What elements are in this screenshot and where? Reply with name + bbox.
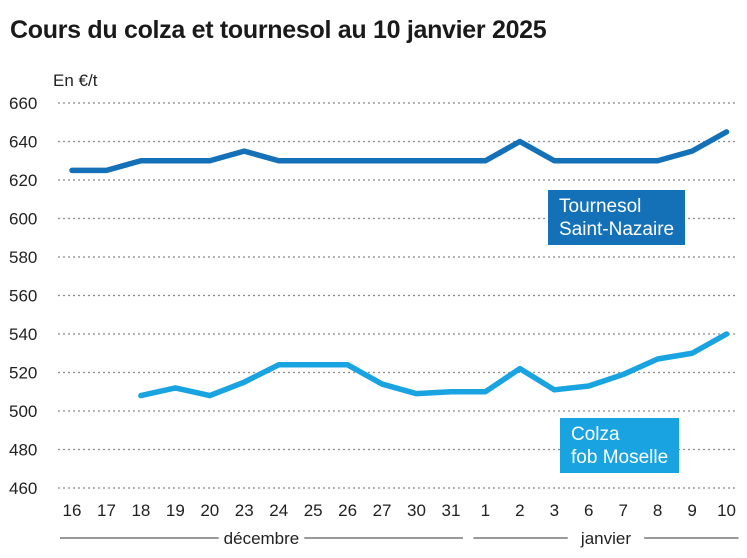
x-tick-label: 2 [515, 501, 524, 520]
month-group-label: janvier [580, 529, 631, 548]
series-line-1 [138, 331, 730, 399]
series-label-line: fob Moselle [571, 447, 669, 468]
x-tick-label: 19 [166, 501, 185, 520]
series-lines [69, 129, 730, 399]
x-tick-label: 20 [200, 501, 219, 520]
series-label-line: Tournesol [559, 196, 642, 217]
x-tick-label: 8 [653, 501, 662, 520]
y-tick-label: 660 [9, 94, 37, 113]
x-tick-label: 26 [338, 501, 357, 520]
y-tick-label: 460 [9, 479, 37, 498]
x-tick-label: 6 [584, 501, 593, 520]
y-tick-label: 540 [9, 325, 37, 344]
x-tick-label: 25 [304, 501, 323, 520]
x-tick-label: 7 [618, 501, 627, 520]
y-axis-ticks: 460 480 500 520 540 560 580 600 620 640 660 [9, 94, 37, 498]
x-axis-month-groups: décembre janvier [60, 529, 739, 548]
y-tick-label: 600 [9, 210, 37, 229]
x-tick-label: 1 [481, 501, 490, 520]
x-tick-label: 27 [373, 501, 392, 520]
y-tick-label: 500 [9, 402, 37, 421]
x-tick-label: 9 [687, 501, 696, 520]
series-label-colza: Colza fob Moselle [560, 418, 680, 473]
series-line-0 [69, 129, 730, 174]
y-tick-label: 580 [9, 248, 37, 267]
series-label-tournesol: Tournesol Saint-Nazaire [548, 190, 686, 245]
x-tick-label: 30 [407, 501, 426, 520]
x-tick-label: 3 [550, 501, 559, 520]
y-tick-label: 640 [9, 133, 37, 152]
x-tick-label: 16 [63, 501, 82, 520]
series-label-line: Saint-Nazaire [559, 219, 675, 240]
x-tick-label: 23 [235, 501, 254, 520]
x-axis-ticks: 16 17 18 19 20 23 24 25 26 27 30 31 1 2 3 6 7 8 9 10 [63, 501, 736, 520]
y-tick-label: 480 [9, 441, 37, 460]
y-axis-unit-label: En €/t [53, 71, 98, 90]
x-tick-label: 17 [97, 501, 116, 520]
y-tick-label: 620 [9, 171, 37, 190]
x-tick-label: 24 [269, 501, 288, 520]
x-tick-label: 31 [441, 501, 460, 520]
series-label-line: Colza [571, 424, 620, 445]
chart-title: Cours du colza et tournesol au 10 janvie… [10, 16, 547, 44]
x-tick-label: 18 [131, 501, 150, 520]
month-group-label: décembre [224, 529, 300, 548]
y-tick-label: 520 [9, 364, 37, 383]
x-tick-label: 10 [717, 501, 736, 520]
y-tick-label: 560 [9, 287, 37, 306]
